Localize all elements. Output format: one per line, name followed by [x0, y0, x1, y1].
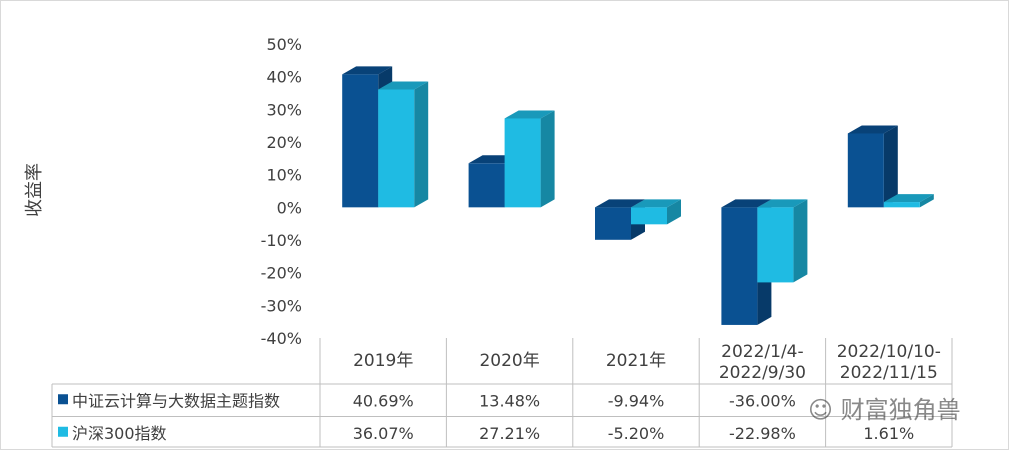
bar-top — [847, 125, 898, 134]
y-tick-label: 40% — [266, 68, 302, 87]
bar — [342, 74, 379, 208]
bar-top — [631, 199, 681, 208]
x-category-label: 2021年 — [606, 351, 666, 371]
bar — [883, 202, 920, 208]
wechat-icon: ☺ — [808, 396, 834, 424]
bar-side — [883, 125, 898, 208]
bar-side — [793, 199, 808, 283]
watermark: ☺ 财富独角兽 — [808, 390, 961, 425]
data-label: -22.98% — [729, 424, 796, 443]
data-label: -36.00% — [729, 391, 796, 410]
y-tick-label: -20% — [261, 264, 302, 283]
bar-top — [721, 199, 772, 208]
y-tick-label: -10% — [261, 231, 302, 250]
bar-top — [342, 66, 393, 75]
x-category-label: 2019年 — [353, 351, 413, 371]
data-label: 13.48% — [479, 391, 540, 410]
data-label: 40.69% — [353, 391, 414, 410]
data-label: 36.07% — [353, 424, 414, 443]
bar-top — [378, 81, 429, 90]
legend-key — [58, 394, 68, 405]
y-tick-label: 20% — [266, 133, 302, 152]
y-tick-label: 0% — [277, 198, 302, 217]
legend-label: 中证云计算与大数据主题指数 — [72, 391, 280, 410]
y-axis-title: 收益率 — [24, 163, 45, 217]
bar-side — [919, 194, 934, 208]
bar-side — [667, 199, 681, 225]
x-category-label: 2022/9/30 — [719, 363, 806, 383]
y-tick-label: -40% — [261, 329, 302, 348]
bar — [721, 207, 758, 325]
legend-label: 沪深300指数 — [72, 424, 167, 443]
bar-top — [504, 110, 555, 119]
bar-side — [414, 81, 429, 208]
x-category-label: 2020年 — [479, 351, 539, 371]
y-tick-label: 50% — [266, 35, 302, 54]
bar — [378, 89, 415, 208]
y-tick-label: -30% — [261, 296, 302, 315]
bar-top — [595, 199, 645, 208]
legend-key — [58, 426, 68, 437]
x-category-label: 2022/11/15 — [840, 363, 938, 383]
x-category-label: 2022/1/4- — [721, 342, 804, 362]
bar — [757, 207, 794, 283]
bar — [468, 163, 505, 208]
y-tick-label: 30% — [266, 100, 302, 119]
bar — [847, 133, 884, 208]
data-label: 1.61% — [863, 424, 914, 443]
bar — [631, 207, 667, 225]
bar — [595, 207, 631, 240]
watermark-text: 财富独角兽 — [840, 396, 961, 424]
data-label: -5.20% — [608, 424, 665, 443]
data-label: -9.94% — [608, 391, 665, 410]
data-label: 27.21% — [479, 424, 540, 443]
bar-top — [757, 199, 808, 208]
y-tick-label: 10% — [266, 166, 302, 185]
bar — [504, 118, 541, 208]
bar-top — [883, 194, 934, 203]
x-category-label: 2022/10/10- — [837, 342, 941, 362]
bar-side — [540, 110, 555, 208]
